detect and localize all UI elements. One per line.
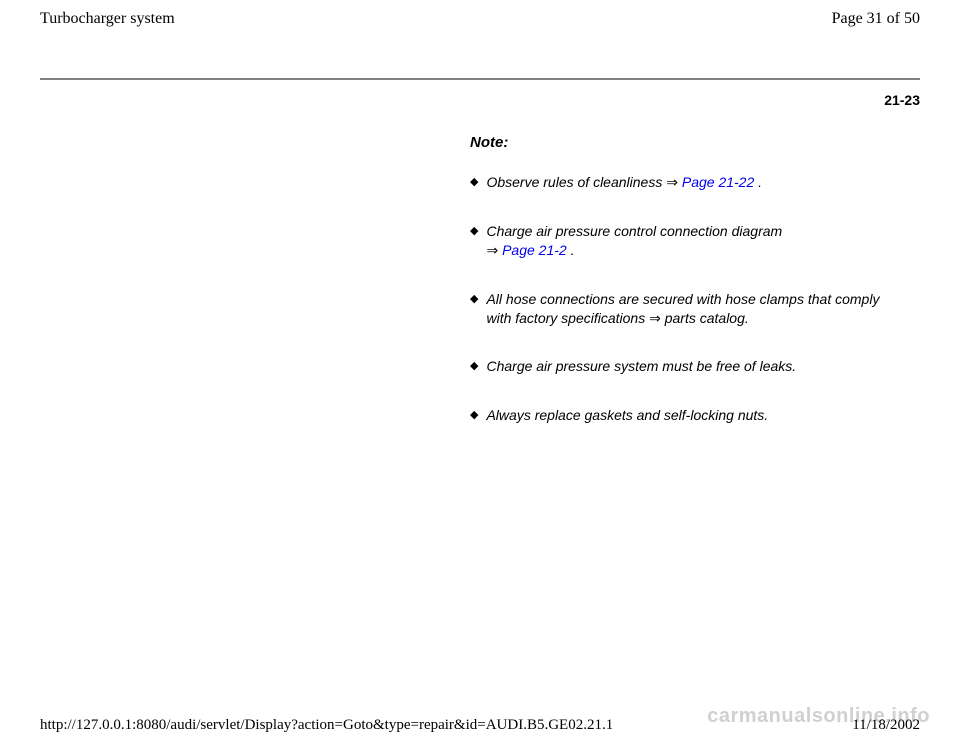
page-link[interactable]: Page 21-2: [502, 242, 567, 258]
page-link[interactable]: Page 21-22: [682, 174, 754, 190]
note-heading: Note:: [470, 134, 880, 151]
diamond-icon: ◆: [470, 359, 478, 374]
page-header: Turbocharger system Page 31 of 50: [0, 0, 960, 28]
note-pre-text: Charge air pressure system must be free …: [486, 358, 796, 374]
header-title: Turbocharger system: [40, 10, 175, 28]
content-area: Note: ◆ Observe rules of cleanliness ⇒ P…: [470, 134, 880, 425]
note-post-text: .: [567, 242, 575, 258]
note-text: Observe rules of cleanliness ⇒ Page 21-2…: [486, 173, 880, 192]
note-item: ◆ All hose connections are secured with …: [470, 290, 880, 328]
arrow-icon: ⇒: [486, 242, 498, 258]
note-pre-text: Charge air pressure control connection d…: [486, 223, 782, 239]
header-page-indicator: Page 31 of 50: [832, 10, 920, 28]
diamond-icon: ◆: [470, 408, 478, 423]
note-item: ◆ Observe rules of cleanliness ⇒ Page 21…: [470, 173, 880, 192]
note-list: ◆ Observe rules of cleanliness ⇒ Page 21…: [470, 173, 880, 425]
note-post-text: .: [754, 174, 762, 190]
footer-url: http://127.0.0.1:8080/audi/servlet/Displ…: [40, 717, 613, 734]
arrow-icon: ⇒: [666, 174, 678, 190]
note-pre-text: Always replace gaskets and self-locking …: [486, 407, 768, 423]
note-text: Charge air pressure system must be free …: [486, 357, 880, 376]
footer-date: 11/18/2002: [852, 717, 920, 734]
arrow-icon: ⇒: [649, 310, 661, 326]
note-post-text: parts catalog.: [661, 310, 749, 326]
diamond-icon: ◆: [470, 224, 478, 239]
note-item: ◆ Charge air pressure system must be fre…: [470, 357, 880, 376]
page-footer: http://127.0.0.1:8080/audi/servlet/Displ…: [40, 717, 920, 734]
note-text: Charge air pressure control connection d…: [486, 222, 880, 260]
diamond-icon: ◆: [470, 292, 478, 307]
note-text: Always replace gaskets and self-locking …: [486, 406, 880, 425]
note-text: All hose connections are secured with ho…: [486, 290, 880, 328]
diamond-icon: ◆: [470, 175, 478, 190]
note-item: ◆ Always replace gaskets and self-lockin…: [470, 406, 880, 425]
note-item: ◆ Charge air pressure control connection…: [470, 222, 880, 260]
note-pre-text: Observe rules of cleanliness: [486, 174, 666, 190]
page-reference: 21-23: [0, 80, 960, 108]
